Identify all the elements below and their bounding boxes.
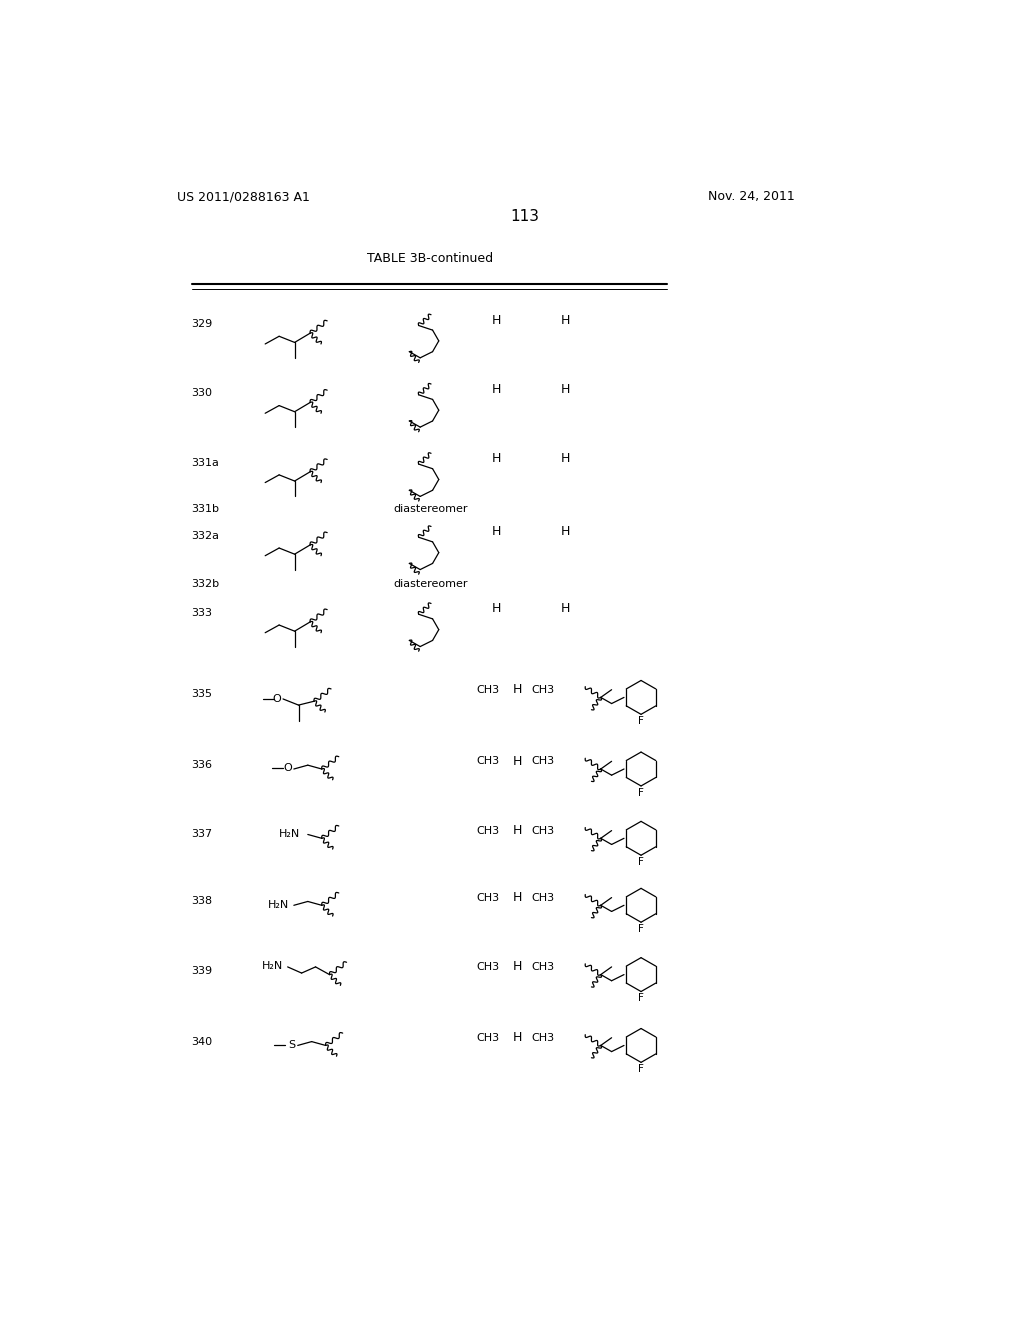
Text: diastereomer: diastereomer	[393, 579, 468, 589]
Text: H: H	[492, 314, 501, 326]
Text: F: F	[638, 924, 644, 935]
Text: H₂N: H₂N	[261, 961, 283, 972]
Text: 338: 338	[191, 896, 213, 907]
Text: 332b: 332b	[191, 579, 220, 589]
Text: F: F	[638, 994, 644, 1003]
Text: H: H	[513, 684, 522, 696]
Text: H: H	[561, 525, 570, 539]
Text: F: F	[638, 1064, 644, 1074]
Text: H: H	[492, 453, 501, 465]
Text: 340: 340	[191, 1036, 213, 1047]
Text: H: H	[561, 453, 570, 465]
Text: 330: 330	[191, 388, 213, 399]
Text: 113: 113	[510, 210, 540, 224]
Text: H: H	[513, 755, 522, 768]
Text: 333: 333	[191, 607, 213, 618]
Text: H: H	[492, 602, 501, 615]
Text: H: H	[513, 961, 522, 973]
Text: S: S	[288, 1040, 295, 1049]
Text: CH3: CH3	[477, 962, 500, 972]
Text: F: F	[638, 857, 644, 867]
Text: CH3: CH3	[477, 825, 500, 836]
Text: CH3: CH3	[531, 962, 554, 972]
Text: H: H	[561, 383, 570, 396]
Text: 335: 335	[191, 689, 213, 698]
Text: CH3: CH3	[477, 756, 500, 767]
Text: CH3: CH3	[531, 756, 554, 767]
Text: H: H	[492, 383, 501, 396]
Text: H₂N: H₂N	[267, 899, 289, 909]
Text: CH3: CH3	[531, 1032, 554, 1043]
Text: CH3: CH3	[531, 825, 554, 836]
Text: CH3: CH3	[531, 685, 554, 694]
Text: 332a: 332a	[191, 531, 219, 541]
Text: H: H	[513, 824, 522, 837]
Text: 336: 336	[191, 760, 213, 770]
Text: Nov. 24, 2011: Nov. 24, 2011	[708, 190, 795, 203]
Text: diastereomer: diastereomer	[393, 504, 468, 513]
Text: H: H	[561, 314, 570, 326]
Text: 331a: 331a	[191, 458, 219, 467]
Text: O: O	[284, 763, 292, 774]
Text: TABLE 3B-continued: TABLE 3B-continued	[368, 252, 494, 265]
Text: O: O	[272, 694, 282, 704]
Text: 329: 329	[191, 319, 213, 329]
Text: H: H	[492, 525, 501, 539]
Text: H: H	[513, 891, 522, 904]
Text: F: F	[638, 717, 644, 726]
Text: H: H	[561, 602, 570, 615]
Text: H: H	[513, 1031, 522, 1044]
Text: CH3: CH3	[477, 685, 500, 694]
Text: 339: 339	[191, 966, 213, 975]
Text: F: F	[638, 788, 644, 797]
Text: US 2011/0288163 A1: US 2011/0288163 A1	[177, 190, 309, 203]
Text: CH3: CH3	[477, 892, 500, 903]
Text: H₂N: H₂N	[279, 829, 300, 838]
Text: 337: 337	[191, 829, 213, 840]
Text: CH3: CH3	[477, 1032, 500, 1043]
Text: 331b: 331b	[191, 504, 219, 513]
Text: CH3: CH3	[531, 892, 554, 903]
